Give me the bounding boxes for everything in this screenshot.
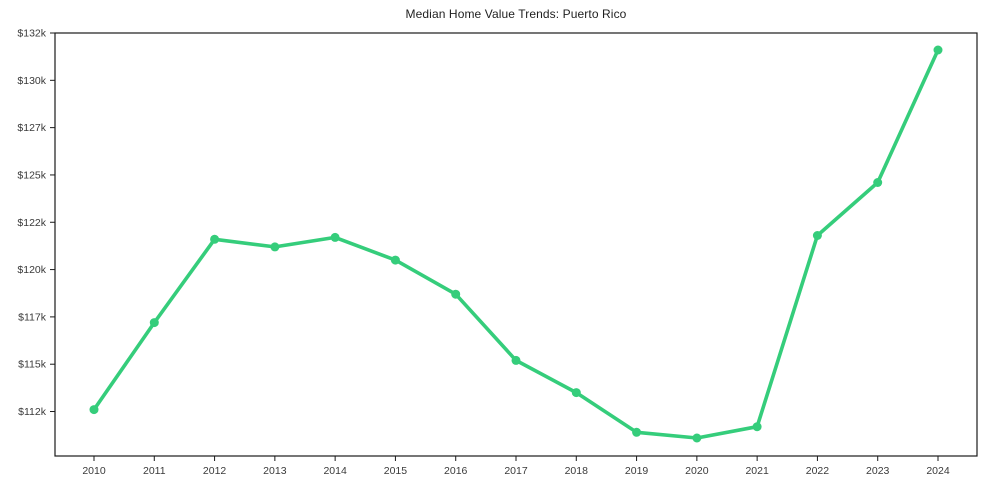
data-point-marker (89, 405, 99, 415)
x-axis-tick-label: 2020 (685, 465, 709, 477)
y-axis-tick-label: $120k (17, 264, 46, 276)
x-axis-tick-label: 2016 (444, 465, 468, 477)
data-point-marker (571, 388, 581, 398)
data-point-marker (270, 242, 280, 252)
data-point-marker (330, 232, 340, 242)
y-axis-tick-label: $130k (17, 75, 46, 87)
trend-line (92, 48, 940, 440)
x-axis-tick-label: 2010 (82, 465, 106, 477)
y-axis-tick-label: $125k (17, 169, 46, 181)
data-point-marker (149, 318, 159, 328)
y-axis-tick-label: $112k (18, 406, 47, 418)
data-point-marker (933, 45, 943, 55)
x-axis-tick-label: 2011 (143, 465, 166, 477)
x-axis-tick-label: 2019 (625, 465, 649, 477)
data-point-marker (632, 427, 642, 437)
data-point-marker (210, 234, 220, 244)
chart-title: Median Home Value Trends: Puerto Rico (405, 7, 627, 21)
y-axis-tick-label: $122k (17, 217, 46, 229)
plot-border (54, 32, 978, 457)
data-point-marker (451, 289, 461, 299)
y-axis-tick-label: $132k (17, 28, 46, 40)
x-axis-tick-label: 2015 (384, 465, 408, 477)
x-axis-tick-label: 2022 (806, 465, 830, 477)
x-axis-tick-label: 2014 (323, 465, 347, 477)
x-axis-tick-label: 2024 (926, 465, 950, 477)
x-axis-tick-label: 2021 (745, 465, 769, 477)
data-point-marker (692, 433, 702, 443)
y-axis-tick-label: $127k (17, 122, 46, 134)
y-axis-tick-label: $115k (18, 359, 47, 371)
data-point-marker (873, 178, 883, 187)
x-axis-tick-label: 2013 (263, 465, 287, 477)
data-point-marker (511, 355, 521, 365)
x-axis-tick-label: 2023 (866, 465, 890, 477)
x-axis-tick-label: 2017 (504, 465, 528, 477)
y-axis-tick-label: $117k (18, 311, 47, 323)
x-axis-tick-label: 2012 (203, 465, 227, 477)
data-point-marker (752, 422, 762, 432)
data-point-marker (812, 231, 822, 240)
data-point-marker (390, 255, 400, 265)
x-axis-tick-label: 2018 (565, 465, 589, 477)
